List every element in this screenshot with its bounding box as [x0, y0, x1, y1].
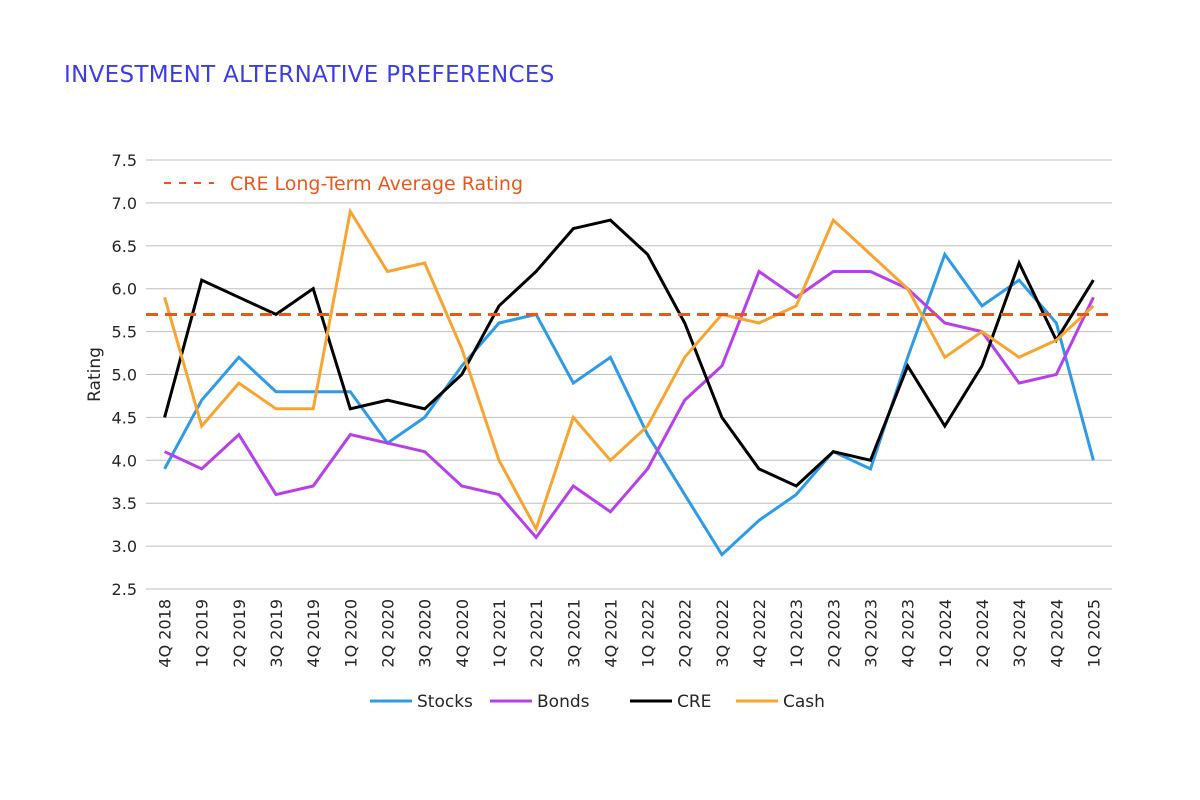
x-tick-label: 2Q 2023	[824, 599, 843, 668]
x-tick-label: 3Q 2022	[713, 599, 732, 668]
x-tick-label: 4Q 2019	[304, 599, 323, 668]
y-tick-label: 6.5	[112, 237, 137, 256]
series-line-cre	[163, 218, 1095, 488]
x-tick-label: 2Q 2024	[973, 599, 992, 668]
y-tick-label: 2.5	[112, 580, 137, 599]
legend-label-cre: CRE	[677, 692, 711, 712]
chart-panel: 7.5 7.0 6.5 6.0 5.5 5.0 4.5 4.0 3.5 3.0 2.5 Rating 4…	[64, 128, 1136, 720]
reference-legend-label: CRE Long-Term Average Rating	[230, 173, 523, 195]
x-tick-label: 3Q 2024	[1010, 599, 1029, 668]
series-line-stocks	[163, 251, 1095, 558]
x-tick-label: 4Q 2023	[899, 599, 918, 668]
x-tick-label: 1Q 2023	[787, 599, 806, 668]
line-chart: 7.5 7.0 6.5 6.0 5.5 5.0 4.5 4.0 3.5 3.0 2.5 Rating 4…	[85, 151, 1112, 712]
x-tick-label: 3Q 2019	[267, 599, 286, 668]
y-tick-label: 7.5	[112, 151, 137, 170]
legend-label-stocks: Stocks	[417, 692, 473, 712]
x-tick-label: 3Q 2021	[564, 599, 583, 668]
x-tick-label: 1Q 2020	[341, 599, 360, 668]
x-tick-label: 1Q 2019	[193, 599, 212, 668]
legend-label-cash: Cash	[783, 692, 825, 712]
series-line-cash	[163, 207, 1095, 533]
y-tick-label: 5.0	[112, 366, 137, 385]
y-tick-label: 5.5	[112, 323, 137, 342]
x-tick-label: 3Q 2020	[416, 599, 435, 668]
y-tick-label: 6.0	[112, 280, 137, 299]
x-tick-label: 1Q 2025	[1084, 599, 1103, 668]
x-tick-label: 1Q 2021	[490, 599, 509, 668]
y-tick-label: 3.0	[112, 537, 137, 556]
series-line-bonds	[163, 269, 1095, 540]
x-tick-label: 4Q 2020	[453, 599, 472, 668]
x-tick-label: 4Q 2021	[601, 599, 620, 668]
x-tick-label: 2Q 2022	[676, 599, 695, 668]
legend-label-bonds: Bonds	[537, 692, 590, 712]
y-tick-label: 3.5	[112, 494, 137, 513]
y-tick-label: 7.0	[112, 194, 137, 213]
x-tick-label: 3Q 2023	[862, 599, 881, 668]
x-tick-label: 1Q 2024	[936, 599, 955, 668]
x-tick-label: 2Q 2019	[230, 599, 249, 668]
page-title: INVESTMENT ALTERNATIVE PREFERENCES	[64, 62, 555, 88]
x-tick-label: 2Q 2020	[379, 599, 398, 668]
x-tick-label: 4Q 2022	[750, 599, 769, 668]
x-tick-label: 4Q 2018	[156, 599, 175, 668]
x-tick-label: 1Q 2022	[639, 599, 658, 668]
x-tick-label: 2Q 2021	[527, 599, 546, 668]
x-tick-label: 4Q 2024	[1047, 599, 1066, 668]
y-tick-label: 4.5	[112, 408, 137, 427]
y-tick-label: 4.0	[112, 451, 137, 470]
y-axis-title: Rating	[85, 347, 105, 402]
